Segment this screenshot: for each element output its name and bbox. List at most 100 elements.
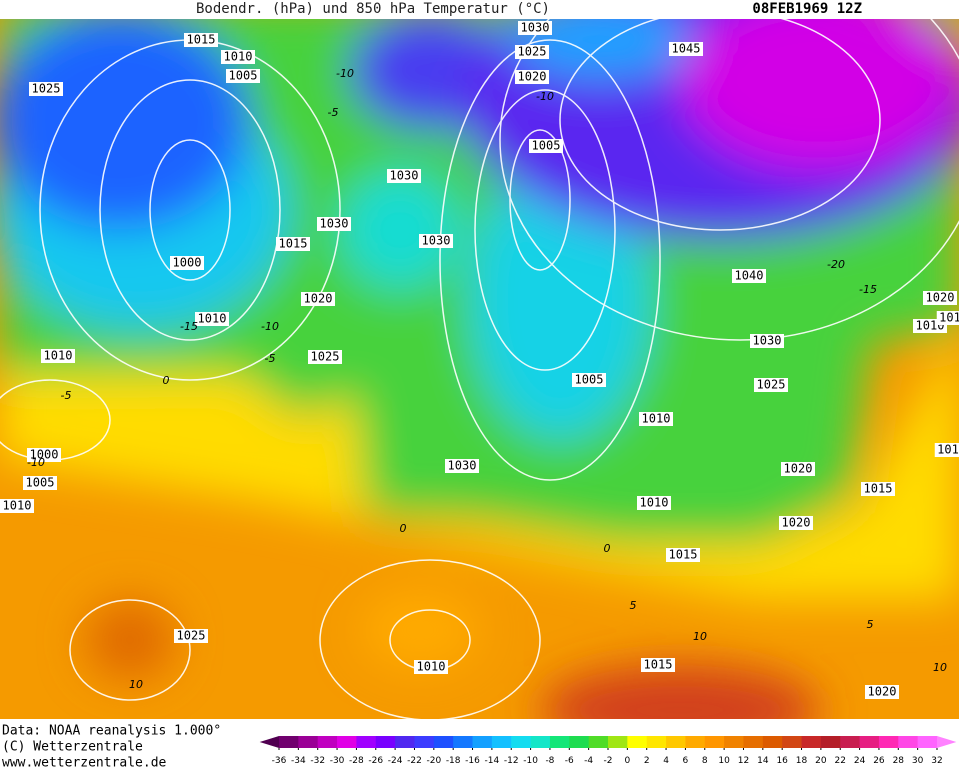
legend-swatch — [917, 736, 938, 748]
isobar-label: 1025 — [311, 350, 340, 364]
legend-tick-label: -32 — [310, 756, 325, 766]
isobar-label-box — [184, 33, 218, 47]
legend-tick-label: -20 — [426, 756, 441, 766]
legend-swatch — [801, 736, 822, 748]
isobar-label-box — [781, 462, 815, 476]
isobar-label-box — [276, 237, 310, 251]
isobar-label-box — [414, 660, 448, 674]
isobar-label: 1030 — [422, 234, 451, 248]
legend-tick-label: 30 — [912, 756, 924, 766]
temperature-label: -5 — [265, 352, 276, 365]
legend-tick-label: -22 — [407, 756, 422, 766]
legend-swatch — [743, 736, 764, 748]
temperature-label: -15 — [859, 283, 877, 296]
isobar-label-box — [170, 256, 204, 270]
legend-swatch — [511, 736, 532, 748]
legend-swatch — [685, 736, 706, 748]
legend-tick-label: -30 — [330, 756, 345, 766]
temperature-label: -10 — [27, 456, 45, 469]
isobar-label: 1015 — [644, 658, 673, 672]
temperature-label: -15 — [180, 320, 198, 333]
legend-tick-label: 2 — [644, 756, 650, 766]
isobar-label: 1025 — [177, 629, 206, 643]
isobar-label-box — [572, 373, 606, 387]
map-date: 08FEB1969 12Z — [752, 1, 862, 17]
legend-swatch — [588, 736, 609, 748]
isobar-label-box — [0, 499, 34, 513]
isobar-label: 1010 — [642, 412, 671, 426]
isobar-label-box — [27, 448, 61, 462]
legend-swatch — [569, 736, 590, 748]
legend-tick-label: 14 — [757, 756, 769, 766]
legend-swatch — [433, 736, 454, 748]
isobar-label-box — [419, 234, 453, 248]
footer-line: www.wetterzentrale.de — [2, 756, 167, 770]
legend-swatch — [646, 736, 667, 748]
isobar-label-box — [41, 349, 75, 363]
footer-line: (C) Wetterzentrale — [2, 740, 143, 755]
legend-swatch — [782, 736, 803, 748]
isobar-label: 1030 — [448, 459, 477, 473]
legend-tick-label: 22 — [835, 756, 846, 766]
isobar-label: 1030 — [753, 334, 782, 348]
isobar-label-box — [934, 443, 959, 457]
legend-swatch — [762, 736, 783, 748]
legend-tick-label: 16 — [776, 756, 788, 766]
isobar-label-box — [518, 21, 552, 35]
isobar-label-box — [732, 269, 766, 283]
isobar-label: 1010 — [640, 496, 669, 510]
isobar-label-box — [936, 311, 959, 325]
legend-swatch — [337, 736, 357, 748]
isobar-label: 1030 — [521, 21, 550, 35]
isobar-label: 1020 — [782, 516, 811, 530]
isobar-label: 1020 — [518, 70, 547, 84]
isobar-label: 1015 — [187, 33, 216, 47]
legend-swatch — [395, 736, 415, 748]
legend-tick-label: 28 — [893, 756, 905, 766]
legend-tick-label: 26 — [873, 756, 885, 766]
isobar-label: 1020 — [304, 292, 333, 306]
isobar-label-box — [861, 482, 895, 496]
isobar-label-box — [195, 312, 229, 326]
isobar-label: 1025 — [518, 45, 547, 59]
legend-swatch — [627, 736, 648, 748]
isobar-label-box — [445, 459, 479, 473]
legend-swatch — [356, 736, 377, 748]
legend-swatch — [704, 736, 725, 748]
isobar-label: 1005 — [26, 476, 55, 490]
legend-tick-label: -24 — [388, 756, 403, 766]
legend-tick-label: 6 — [683, 756, 689, 766]
temperature-label: 10 — [129, 678, 143, 691]
legend-tick-label: -28 — [349, 756, 364, 766]
legend-swatch — [549, 736, 570, 748]
temperature-label: 0 — [400, 522, 407, 535]
legend-tick-label: 24 — [854, 756, 866, 766]
isobar-label: 1010 — [44, 349, 73, 363]
temperature-label: 0 — [604, 542, 611, 555]
isobar-label-box — [308, 350, 342, 364]
isobar-label: 1010 — [417, 660, 446, 674]
isobar-label-box — [23, 476, 57, 490]
isobar-label-box — [515, 70, 549, 84]
legend-swatch — [491, 736, 512, 748]
isobar-label-box — [865, 685, 899, 699]
temperature-label: -5 — [61, 389, 72, 402]
isobar-label: 101 — [939, 311, 959, 325]
legend-tick-label: -14 — [485, 756, 500, 766]
legend-tick-label: -6 — [565, 756, 574, 766]
legend-swatch — [298, 736, 319, 748]
isobar-label-box — [301, 292, 335, 306]
map-title: Bodendr. (hPa) und 850 hPa Temperatur (°… — [196, 1, 550, 17]
legend-swatch — [724, 736, 744, 748]
temperature-label: 10 — [693, 630, 707, 643]
footer-line: Data: NOAA reanalysis 1.000° — [2, 724, 221, 739]
isobar-label-box — [221, 50, 255, 64]
isobar-label-box — [641, 658, 675, 672]
legend-tick-label: 18 — [796, 756, 808, 766]
isobar-label-box — [529, 139, 563, 153]
legend-tick-label: -4 — [584, 756, 593, 766]
legend-swatch — [820, 736, 841, 748]
isobar-label-box — [666, 548, 700, 562]
